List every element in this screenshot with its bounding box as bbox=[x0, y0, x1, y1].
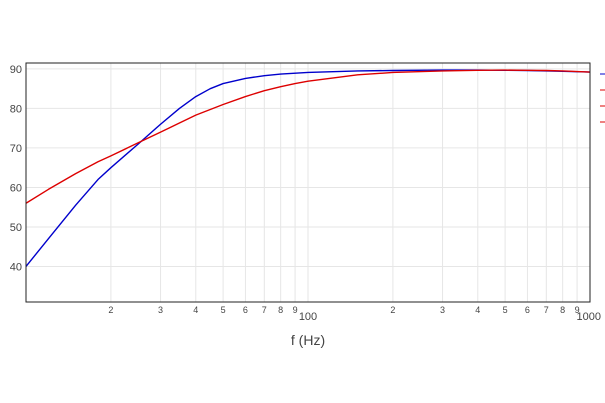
x-tick-label: 2 bbox=[108, 305, 113, 315]
x-tick-label: 5 bbox=[221, 305, 226, 315]
x-tick-label: 3 bbox=[158, 305, 163, 315]
y-axis-ticks: 40 50 60 70 80 90 bbox=[10, 64, 22, 274]
y-tick-label: 50 bbox=[10, 222, 22, 234]
x-tick-label: 100 bbox=[299, 311, 317, 323]
plot-frame bbox=[25, 62, 591, 303]
x-axis-title: f (Hz) bbox=[291, 332, 325, 348]
x-tick-label: 1000 bbox=[577, 311, 601, 323]
x-tick-label: 4 bbox=[475, 305, 480, 315]
y-tick-label: 90 bbox=[10, 64, 22, 76]
x-tick-label: 8 bbox=[560, 305, 565, 315]
x-tick-label: 9 bbox=[575, 305, 580, 315]
x-tick-label: 2 bbox=[390, 305, 395, 315]
grid bbox=[26, 63, 591, 302]
y-tick-label: 40 bbox=[10, 261, 22, 273]
x-tick-label: 8 bbox=[278, 305, 283, 315]
legend bbox=[600, 73, 605, 123]
x-tick-label: 4 bbox=[193, 305, 198, 315]
x-tick-label: 3 bbox=[440, 305, 445, 315]
y-tick-label: 70 bbox=[10, 143, 22, 155]
x-tick-label: 7 bbox=[262, 305, 267, 315]
y-tick-label: 60 bbox=[10, 182, 22, 194]
x-tick-label: 5 bbox=[503, 305, 508, 315]
x-tick-label: 9 bbox=[293, 305, 298, 315]
series-layer bbox=[25, 69, 591, 267]
y-tick-label: 80 bbox=[10, 103, 22, 115]
x-tick-label: 6 bbox=[525, 305, 530, 315]
x-tick-label: 6 bbox=[243, 305, 248, 315]
series-line-2 bbox=[25, 69, 591, 204]
x-tick-label: 7 bbox=[544, 305, 549, 315]
